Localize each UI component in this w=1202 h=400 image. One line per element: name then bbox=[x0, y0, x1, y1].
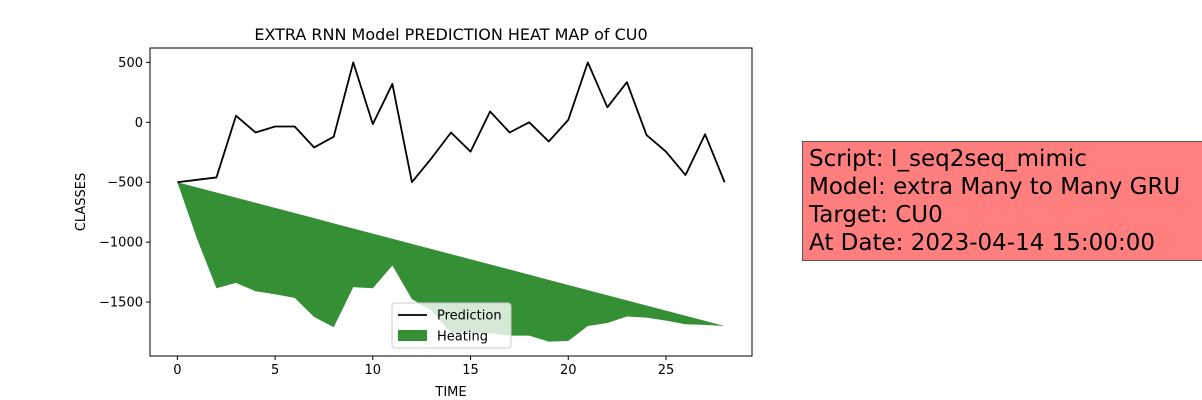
y-tick-label: −500 bbox=[107, 176, 143, 191]
y-axis-label: CLASSES bbox=[74, 173, 89, 231]
x-axis-ticks: 0 5 10 15 20 25 bbox=[173, 356, 674, 378]
x-tick-label: 20 bbox=[560, 363, 577, 378]
heating-area bbox=[177, 182, 725, 342]
legend-prediction-label: Prediction bbox=[437, 309, 502, 324]
prediction-line-layer bbox=[177, 61, 726, 184]
model-info-box: Script: I_seq2seq_mimic Model: extra Man… bbox=[802, 141, 1202, 261]
x-tick-label: 10 bbox=[365, 363, 382, 378]
x-tick-label: 0 bbox=[173, 363, 181, 378]
plot-frame bbox=[149, 47, 753, 357]
date-info: At Date: 2023-04-14 15:00:00 bbox=[809, 230, 1155, 256]
model-info: Model: extra Many to Many GRU bbox=[809, 174, 1181, 200]
legend-heating-swatch bbox=[398, 330, 427, 341]
chart-title: EXTRA RNN Model PREDICTION HEAT MAP of C… bbox=[254, 25, 647, 44]
x-tick-label: 5 bbox=[271, 363, 279, 378]
prediction-line bbox=[177, 61, 726, 184]
script-info: Script: I_seq2seq_mimic bbox=[809, 146, 1087, 172]
y-tick-label: 0 bbox=[135, 116, 143, 131]
target-info: Target: CU0 bbox=[809, 202, 943, 228]
y-tick-label: 500 bbox=[118, 56, 143, 71]
y-tick-label: −1000 bbox=[99, 236, 143, 251]
x-tick-label: 15 bbox=[462, 363, 479, 378]
y-axis-ticks: 500 0 −500 −1000 −1500 bbox=[99, 56, 150, 311]
x-tick-label: 25 bbox=[658, 363, 675, 378]
legend: Prediction Heating bbox=[391, 302, 512, 349]
heating-area-layer bbox=[177, 182, 725, 342]
legend-heating-label: Heating bbox=[437, 330, 488, 345]
x-axis-label: TIME bbox=[434, 385, 466, 400]
y-tick-label: −1500 bbox=[99, 296, 143, 311]
